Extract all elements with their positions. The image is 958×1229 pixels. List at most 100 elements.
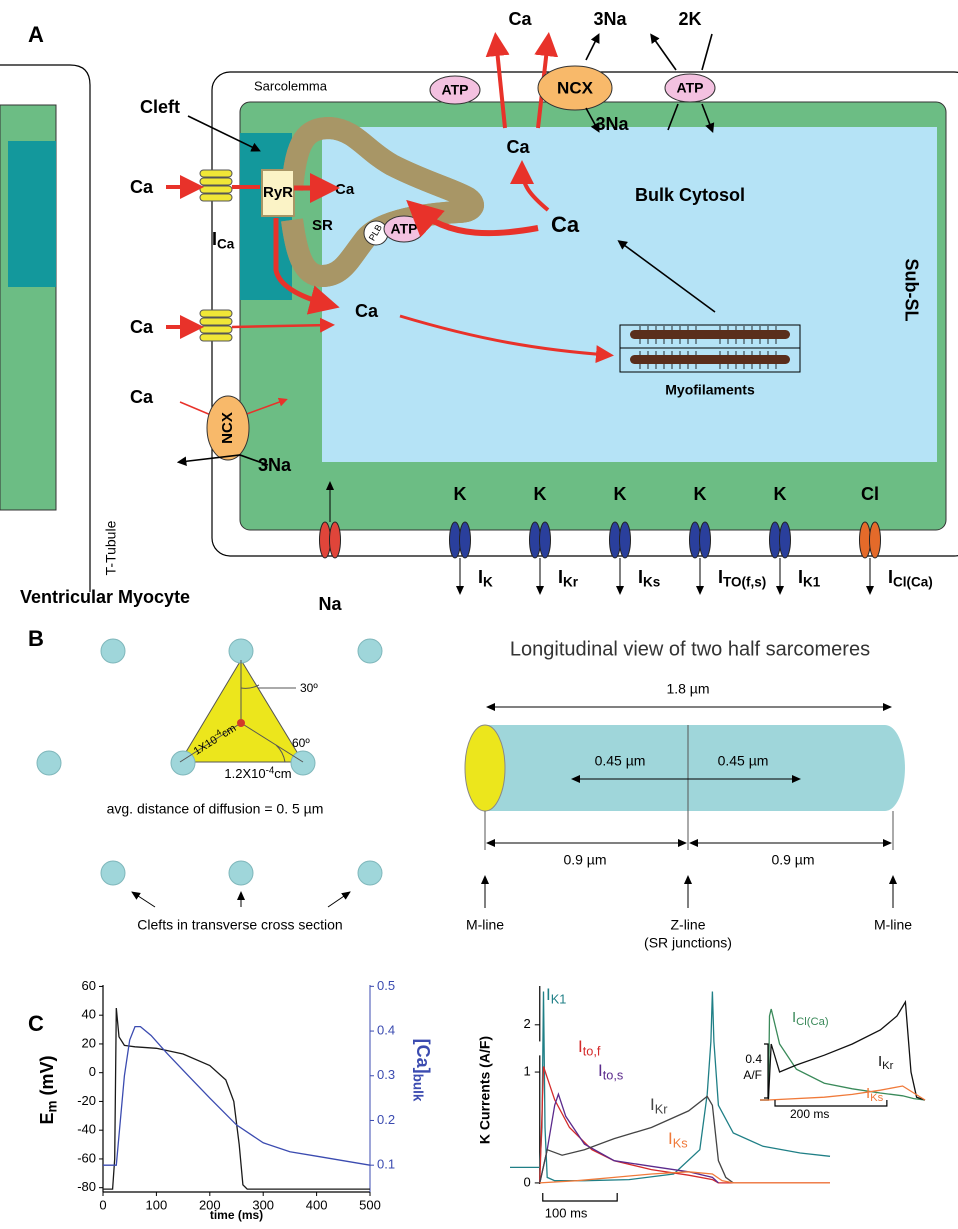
cleft-circle [358,639,382,663]
l-type-channel [200,310,232,341]
na-label: 3Na [595,114,629,134]
x-tick-label: 400 [306,1197,328,1212]
angle-label: 30º [300,681,318,695]
y2-tick-label: 0.4 [377,1022,395,1037]
shape [630,330,790,339]
text-part: Ca [217,236,235,251]
diffusion-label: avg. distance of diffusion = 0. 5 µm [107,801,324,817]
series-label: IK1 [546,985,566,1006]
text-part: Ks [673,1136,688,1151]
length-label: 0.9 µm [771,852,814,868]
figure: A T-Tubule Sarcolemma Bulk Cytosol Sub-S… [0,0,958,1224]
scale-bar-label: 0.4 [745,1052,762,1066]
na-flux [586,36,598,60]
text-part: Cl(Ca) [796,1016,829,1028]
current-label: IKr [558,567,579,590]
series-line [760,1086,925,1100]
text-part: to,f [583,1044,601,1059]
text-part: bulk [411,1074,426,1102]
panel-label: B [28,626,44,651]
sarcolemma-label: Sarcolemma [254,78,328,93]
ca-label: Ca [130,317,154,337]
scale-bar-label: 200 ms [790,1107,829,1121]
ion-label: K [774,484,787,504]
text-part: Cl(Ca) [893,574,933,589]
k-flux [702,34,712,70]
text-part: K1 [803,574,821,589]
ca-label: Ca [506,137,530,157]
ion-label: Cl [861,484,879,504]
length-label: 0.45 µm [718,753,769,769]
text-part: Ks [643,574,660,589]
current-label: ITO(f,s) [718,567,766,590]
series-label: Ito,s [598,1061,623,1082]
length-label: 1.8 µm [666,681,709,697]
x-tick-label: 100 [146,1197,168,1212]
scale-bar [543,1193,617,1201]
atp-label: ATP [442,82,469,98]
ca-label: Ca [551,212,580,237]
edge-label: 1.2X10-4cm [224,765,291,781]
channel [780,522,791,558]
x-axis-label: time (ms) [210,1208,263,1222]
ion-label: K [614,484,627,504]
series-line [540,1067,830,1183]
series-label: IKs [866,1085,884,1104]
ca-label: Ca [508,9,532,29]
cleft-circle [229,861,253,885]
sr-label: SR [312,217,333,234]
y-tick-label: 40 [82,1007,96,1022]
l-type-channel [200,170,232,201]
arrow [132,892,155,907]
text-part: E [37,1113,57,1125]
text-part: Kr [655,1102,669,1117]
text-part: m [44,1100,59,1112]
scale-bar [764,1044,768,1098]
y2-tick-label: 0.1 [377,1157,395,1172]
na-label: 3Na [593,9,627,29]
channel [540,522,551,558]
current-label: ICl(Ca) [888,567,933,590]
length-label: 0.9 µm [563,852,606,868]
length-label: 0.45 µm [595,753,646,769]
channel [700,522,711,558]
channel [320,522,331,558]
panel-b: B 30º 60º 1X10-4cm 1.2X10-4cm avg. dista… [28,626,912,951]
angle-label: 60º [292,736,310,750]
z-line-label: Z-line [670,917,705,933]
series-label: IKr [650,1095,668,1116]
panel-label: C [28,1011,44,1036]
y-tick-label: -20 [77,1093,96,1108]
y2-tick-label: 0.3 [377,1067,395,1082]
channel [870,522,881,558]
cleft-circle [101,639,125,663]
current-label: IKs [638,567,660,590]
y-axis-label: K Currents (A/F) [477,1036,493,1144]
current-label: ICa [212,229,235,252]
y2-axis-label: [Ca]bulk [411,1039,434,1102]
channel [860,522,871,558]
y-tick-label: 2 [524,1016,531,1031]
y-tick-label: -80 [77,1179,96,1194]
y-tick-label: 0 [89,1064,96,1079]
text-part: K1 [551,992,567,1007]
ca-label: Ca [130,387,154,407]
x-tick-label: 0 [99,1197,106,1212]
atp-label: ATP [677,80,704,96]
shape [200,194,232,201]
ncx-label: NCX [557,78,594,97]
channel [770,522,781,558]
scale-bar-label: 100 ms [545,1205,588,1220]
cleft-circle [291,751,315,775]
z-line-label: (SR junctions) [644,935,732,951]
clefts-label: Clefts in transverse cross section [137,917,342,933]
ion-label: K [534,484,547,504]
y-tick-label: 20 [82,1035,96,1050]
series-label: IKs [668,1129,688,1150]
bulk-cytosol-label: Bulk Cytosol [635,185,745,205]
sarcomere [485,725,905,811]
scale-bar-label: A/F [743,1068,762,1082]
series-label: ICl(Ca) [792,1009,829,1028]
channel [690,522,701,558]
t-tubule-label: T-Tubule [103,520,119,575]
